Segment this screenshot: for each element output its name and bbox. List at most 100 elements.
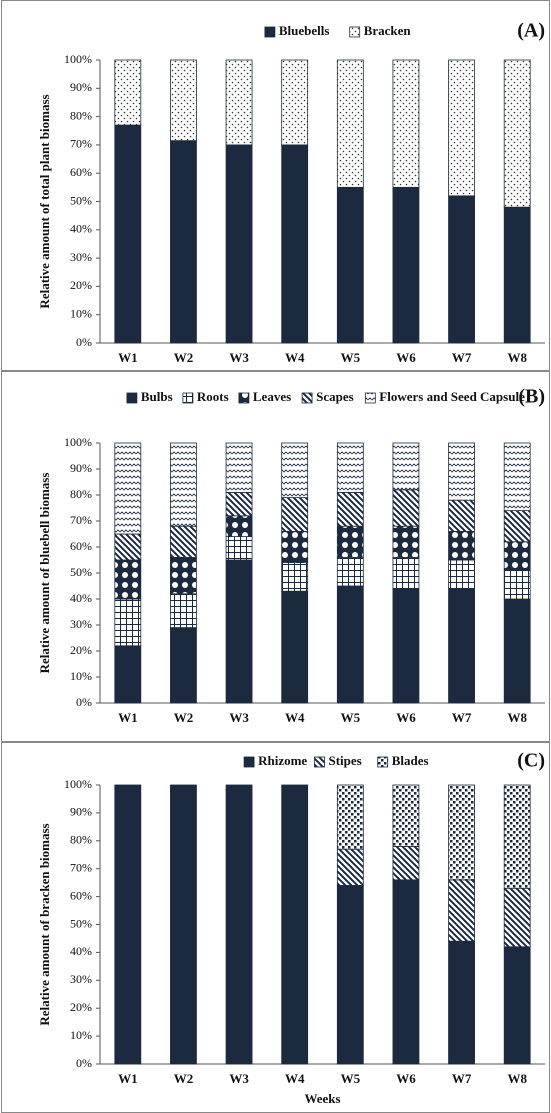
x-tick-label: W4 bbox=[285, 350, 305, 365]
panel-label: (A) bbox=[517, 20, 545, 42]
bar-segment bbox=[392, 845, 420, 881]
bar-segment bbox=[281, 562, 309, 592]
bar-segment bbox=[114, 442, 142, 535]
bar-segment bbox=[392, 557, 420, 590]
bar-segment bbox=[170, 557, 197, 595]
y-tick-label: 70% bbox=[70, 860, 92, 874]
bar-segment bbox=[503, 541, 531, 571]
bar-segment bbox=[503, 442, 531, 511]
legend-label: Bracken bbox=[364, 23, 412, 38]
x-tick-label: W8 bbox=[507, 350, 527, 365]
panel-label: (B) bbox=[518, 386, 545, 408]
bar-segment bbox=[114, 124, 142, 344]
y-tick-label: 20% bbox=[70, 643, 92, 657]
bar-segment bbox=[225, 559, 253, 704]
y-tick-label: 0% bbox=[76, 1056, 92, 1070]
legend-label: Roots bbox=[197, 389, 229, 404]
bar-segment bbox=[448, 499, 475, 532]
legend-swatch bbox=[301, 392, 313, 404]
legend-label: Flowers and Seed Capsule bbox=[379, 389, 525, 404]
x-tick-label: W5 bbox=[341, 350, 361, 365]
legend-label: Bulbs bbox=[141, 389, 173, 404]
legend-swatch bbox=[364, 392, 376, 404]
bar-segment bbox=[448, 559, 475, 590]
bar-segment bbox=[170, 593, 197, 628]
x-tick-label: W6 bbox=[396, 710, 416, 725]
legend-swatch bbox=[126, 392, 138, 404]
legend-swatch bbox=[182, 392, 194, 404]
y-tick-label: 80% bbox=[70, 487, 92, 501]
bar-segment bbox=[336, 784, 364, 850]
bar-segment bbox=[170, 784, 197, 1065]
x-tick-label: W2 bbox=[174, 350, 194, 365]
bar-segment bbox=[448, 195, 475, 344]
bar-segment bbox=[114, 598, 142, 647]
bar-segment bbox=[336, 557, 364, 587]
y-tick-label: 10% bbox=[70, 669, 92, 683]
x-tick-label: W3 bbox=[229, 710, 249, 725]
bar-segment bbox=[503, 510, 531, 543]
x-tick-label: W8 bbox=[507, 1071, 527, 1086]
y-tick-label: 90% bbox=[70, 461, 92, 475]
y-tick-label: 90% bbox=[70, 80, 92, 94]
bar-segment bbox=[281, 497, 309, 532]
x-tick-label: W7 bbox=[452, 710, 472, 725]
y-tick-label: 20% bbox=[70, 1000, 92, 1014]
bar-segment bbox=[225, 515, 253, 537]
bar-segment bbox=[336, 885, 364, 1065]
bar-segment bbox=[114, 533, 142, 561]
bar-segment bbox=[281, 784, 309, 1065]
bar-segment bbox=[392, 442, 420, 491]
bar-segment bbox=[114, 559, 142, 600]
y-tick-label: 40% bbox=[70, 944, 92, 958]
y-axis-label: Relative amount of bracken biomass bbox=[37, 823, 52, 1025]
y-tick-label: 0% bbox=[76, 335, 92, 349]
x-tick-label: W1 bbox=[118, 350, 138, 365]
y-tick-label: 10% bbox=[70, 1028, 92, 1042]
y-tick-label: 50% bbox=[70, 916, 92, 930]
bar-segment bbox=[170, 59, 197, 142]
x-tick-label: W6 bbox=[396, 350, 416, 365]
legend-swatch bbox=[349, 26, 361, 38]
y-tick-label: 40% bbox=[70, 591, 92, 605]
legend-swatch bbox=[264, 26, 276, 38]
bar-segment bbox=[503, 784, 531, 889]
y-axis-label: Relative amount of bluebell biomass bbox=[37, 473, 52, 674]
bar-segment bbox=[170, 442, 197, 527]
legend-label: Scapes bbox=[316, 389, 354, 404]
bar-segment bbox=[281, 59, 309, 146]
bar-segment bbox=[336, 442, 364, 493]
bar-segment bbox=[114, 784, 142, 1065]
bar-segment bbox=[336, 491, 364, 527]
bar-segment bbox=[392, 186, 420, 344]
y-tick-label: 60% bbox=[70, 888, 92, 902]
bar-segment bbox=[225, 442, 253, 493]
y-tick-label: 60% bbox=[70, 165, 92, 179]
bar-segment bbox=[503, 206, 531, 344]
legend-label: Leaves bbox=[253, 389, 291, 404]
bar-segment bbox=[392, 489, 420, 527]
bar-segment bbox=[392, 784, 420, 847]
bar-segment bbox=[392, 588, 420, 704]
x-tick-label: W1 bbox=[118, 1071, 138, 1086]
bar-segment bbox=[281, 590, 309, 704]
y-tick-label: 30% bbox=[70, 617, 92, 631]
bar-segment bbox=[170, 525, 197, 558]
y-tick-label: 40% bbox=[70, 222, 92, 236]
y-tick-label: 80% bbox=[70, 108, 92, 122]
y-tick-label: 50% bbox=[70, 565, 92, 579]
y-tick-label: 20% bbox=[70, 278, 92, 292]
bar-segment bbox=[336, 59, 364, 188]
bar-segment bbox=[225, 144, 253, 344]
x-tick-label: W1 bbox=[118, 710, 138, 725]
bar-segment bbox=[392, 59, 420, 188]
x-tick-label: W5 bbox=[341, 710, 361, 725]
y-tick-label: 100% bbox=[64, 435, 92, 449]
panel-label: (C) bbox=[517, 750, 545, 772]
y-tick-label: 30% bbox=[70, 972, 92, 986]
bar-segment bbox=[448, 940, 475, 1065]
y-tick-label: 100% bbox=[64, 52, 92, 66]
x-tick-label: W7 bbox=[452, 1071, 472, 1086]
bar-segment bbox=[448, 442, 475, 501]
